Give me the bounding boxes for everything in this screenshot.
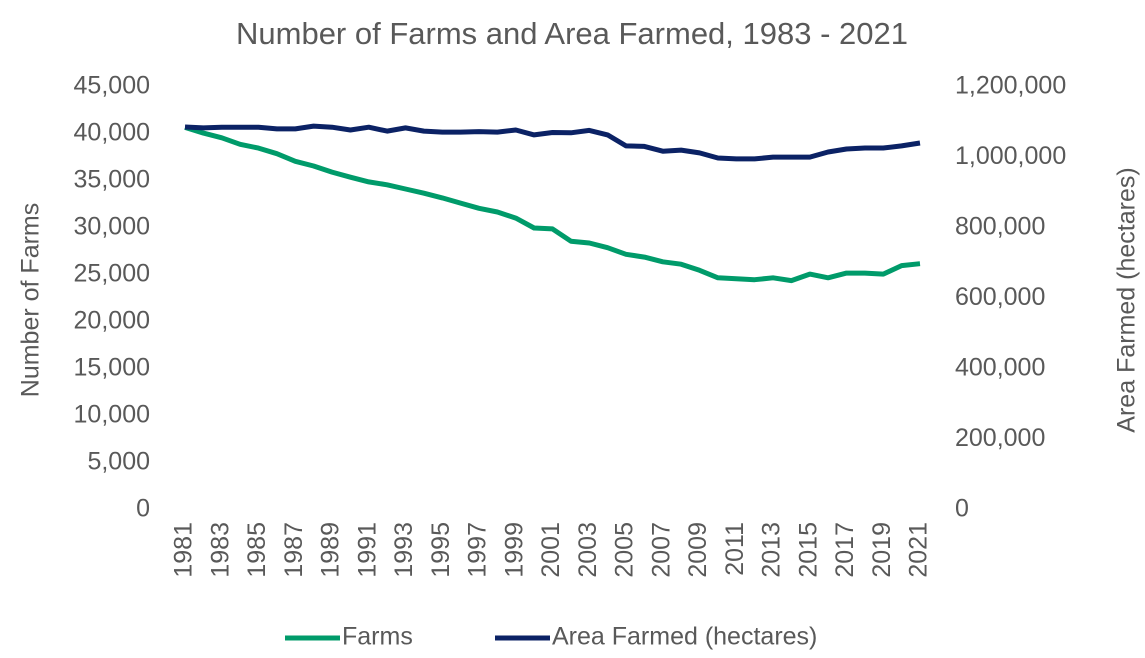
x-tick-label: 1989 (317, 522, 345, 578)
x-tick-label: 1993 (390, 522, 418, 578)
y-tick-label: 30,000 (74, 213, 150, 241)
x-tick-label: 2013 (758, 522, 786, 578)
x-tick-label: 1997 (464, 522, 492, 578)
legend-label: Area Farmed (hectares) (552, 623, 817, 651)
x-tick-label: 1983 (206, 522, 234, 578)
x-tick-label: 1981 (170, 522, 198, 578)
y-tick-label: 15,000 (74, 354, 150, 382)
y2-tick-label: 1,000,000 (955, 142, 1066, 170)
y-tick-label: 25,000 (74, 260, 150, 288)
x-tick-label: 1987 (280, 522, 308, 578)
x-tick-label: 2007 (647, 522, 675, 578)
data-line (184, 123, 921, 162)
x-tick-label: 2017 (831, 522, 859, 578)
y-tick-label: 5,000 (87, 448, 150, 476)
x-tick-label: 2015 (794, 522, 822, 578)
x-tick-label: 1999 (500, 522, 528, 578)
y-tick-label: 10,000 (74, 401, 150, 429)
y-tick-label: 45,000 (74, 72, 150, 100)
y-axis-title: Number of Farms (17, 203, 45, 397)
x-tick-label: 2003 (574, 522, 602, 578)
x-tick-label: 1991 (353, 522, 381, 578)
y2-tick-label: 1,200,000 (955, 72, 1066, 100)
y2-tick-label: 200,000 (955, 424, 1045, 452)
legend-label: Farms (342, 623, 413, 651)
y2-tick-label: 0 (955, 495, 969, 523)
x-tick-label: 1995 (427, 522, 455, 578)
y-tick-label: 20,000 (74, 307, 150, 335)
data-line (184, 125, 921, 284)
x-tick-label: 2005 (611, 522, 639, 578)
y2-tick-label: 400,000 (955, 354, 1045, 382)
y-tick-label: 0 (136, 495, 150, 523)
y2-axis-title: Area Farmed (hectares) (1113, 167, 1141, 432)
x-tick-label: 2019 (868, 522, 896, 578)
y-tick-label: 40,000 (74, 119, 150, 147)
y2-tick-label: 800,000 (955, 213, 1045, 241)
x-tick-label: 1985 (243, 522, 271, 578)
x-tick-label: 2011 (721, 522, 749, 576)
x-tick-label: 2001 (537, 522, 565, 578)
y-tick-label: 35,000 (74, 166, 150, 194)
x-tick-label: 2009 (684, 522, 712, 578)
x-tick-label: 2021 (905, 522, 933, 578)
y2-tick-label: 600,000 (955, 283, 1045, 311)
chart-title: Number of Farms and Area Farmed, 1983 - … (236, 16, 908, 51)
